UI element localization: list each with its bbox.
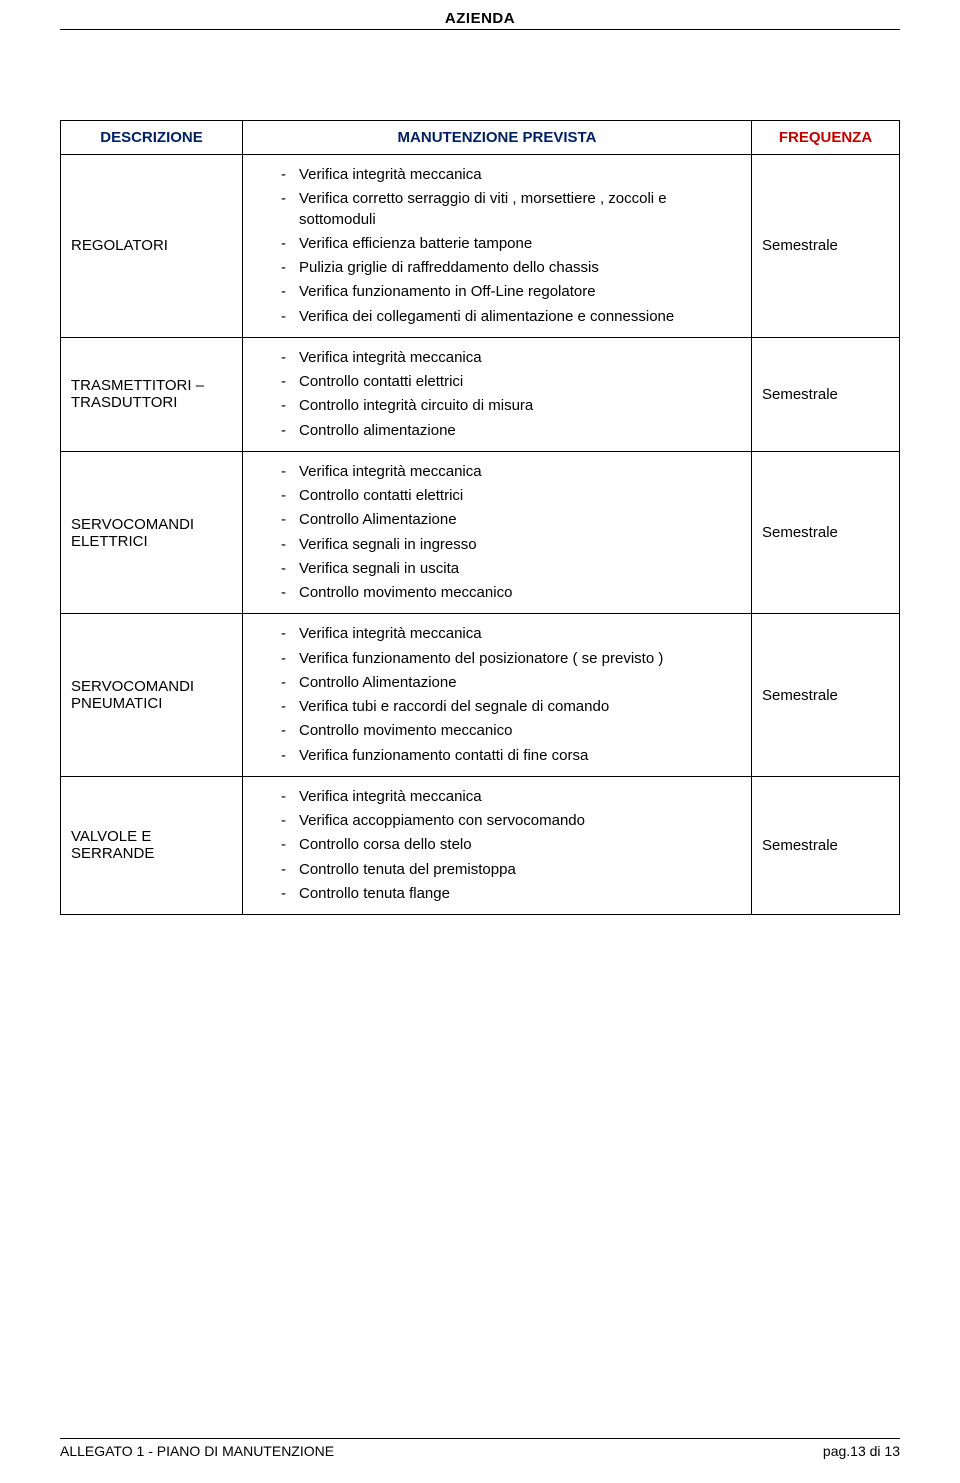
list-item: Controllo integrità circuito di misura [281, 394, 745, 418]
list-item: Verifica integrità meccanica [281, 163, 745, 187]
document-header: AZIENDA [60, 0, 900, 30]
maintenance-list: Verifica integrità meccanica Controllo c… [253, 460, 745, 606]
cell-maintenance: Verifica integrità meccanica Verifica ac… [243, 776, 752, 914]
list-item: Verifica integrità meccanica [281, 346, 745, 370]
list-item: Controllo Alimentazione [281, 671, 745, 695]
list-item: Controllo contatti elettrici [281, 370, 745, 394]
list-item: Controllo tenuta flange [281, 882, 745, 906]
cell-maintenance: Verifica integrità meccanica Controllo c… [243, 451, 752, 614]
table-row: REGOLATORI Verifica integrità meccanica … [61, 155, 900, 338]
table-row: TRASMETTITORI – TRASDUTTORI Verifica int… [61, 337, 900, 451]
list-item: Verifica funzionamento del posizionatore… [281, 647, 745, 671]
column-header-frequency: FREQUENZA [752, 121, 900, 155]
list-item: Pulizia griglie di raffreddamento dello … [281, 256, 745, 280]
cell-description: REGOLATORI [61, 155, 243, 338]
list-item: Verifica segnali in uscita [281, 557, 745, 581]
footer-rule [60, 1438, 900, 1439]
maintenance-list: Verifica integrità meccanica Verifica ac… [253, 785, 745, 906]
footer-row: ALLEGATO 1 - PIANO DI MANUTENZIONE pag.1… [60, 1443, 900, 1459]
list-item: Controllo corsa dello stelo [281, 833, 745, 857]
cell-frequency: Semestrale [752, 451, 900, 614]
cell-maintenance: Verifica integrità meccanica Controllo c… [243, 337, 752, 451]
maintenance-list: Verifica integrità meccanica Verifica co… [253, 163, 745, 329]
page: AZIENDA DESCRIZIONE MANUTENZIONE PREVIST… [0, 0, 960, 1483]
table-row: SERVOCOMANDI ELETTRICI Verifica integrit… [61, 451, 900, 614]
maintenance-list: Verifica integrità meccanica Verifica fu… [253, 622, 745, 768]
list-item: Controllo tenuta del premistoppa [281, 858, 745, 882]
list-item: Verifica corretto serraggio di viti , mo… [281, 187, 745, 232]
list-item: Verifica dei collegamenti di alimentazio… [281, 305, 745, 329]
list-item: Controllo contatti elettrici [281, 484, 745, 508]
cell-frequency: Semestrale [752, 155, 900, 338]
list-item: Verifica integrità meccanica [281, 622, 745, 646]
cell-description: SERVOCOMANDI PNEUMATICI [61, 614, 243, 777]
cell-frequency: Semestrale [752, 776, 900, 914]
list-item: Controllo movimento meccanico [281, 719, 745, 743]
cell-description: TRASMETTITORI – TRASDUTTORI [61, 337, 243, 451]
list-item: Verifica accoppiamento con servocomando [281, 809, 745, 833]
list-item: Verifica funzionamento contatti di fine … [281, 744, 745, 768]
table-row: VALVOLE E SERRANDE Verifica integrità me… [61, 776, 900, 914]
footer-left: ALLEGATO 1 - PIANO DI MANUTENZIONE [60, 1443, 334, 1459]
list-item: Verifica tubi e raccordi del segnale di … [281, 695, 745, 719]
list-item: Controllo Alimentazione [281, 508, 745, 532]
list-item: Verifica segnali in ingresso [281, 533, 745, 557]
spacer [60, 30, 900, 120]
table-row: SERVOCOMANDI PNEUMATICI Verifica integri… [61, 614, 900, 777]
list-item: Controllo alimentazione [281, 419, 745, 443]
cell-maintenance: Verifica integrità meccanica Verifica fu… [243, 614, 752, 777]
list-item: Verifica integrità meccanica [281, 460, 745, 484]
footer-right: pag.13 di 13 [823, 1443, 900, 1459]
cell-frequency: Semestrale [752, 614, 900, 777]
cell-description: SERVOCOMANDI ELETTRICI [61, 451, 243, 614]
column-header-maintenance: MANUTENZIONE PREVISTA [243, 121, 752, 155]
cell-description: VALVOLE E SERRANDE [61, 776, 243, 914]
cell-maintenance: Verifica integrità meccanica Verifica co… [243, 155, 752, 338]
column-header-description: DESCRIZIONE [61, 121, 243, 155]
page-footer: ALLEGATO 1 - PIANO DI MANUTENZIONE pag.1… [60, 1438, 900, 1459]
table-header-row: DESCRIZIONE MANUTENZIONE PREVISTA FREQUE… [61, 121, 900, 155]
list-item: Verifica efficienza batterie tampone [281, 232, 745, 256]
maintenance-table: DESCRIZIONE MANUTENZIONE PREVISTA FREQUE… [60, 120, 900, 915]
cell-frequency: Semestrale [752, 337, 900, 451]
list-item: Verifica funzionamento in Off-Line regol… [281, 280, 745, 304]
list-item: Controllo movimento meccanico [281, 581, 745, 605]
maintenance-list: Verifica integrità meccanica Controllo c… [253, 346, 745, 443]
list-item: Verifica integrità meccanica [281, 785, 745, 809]
